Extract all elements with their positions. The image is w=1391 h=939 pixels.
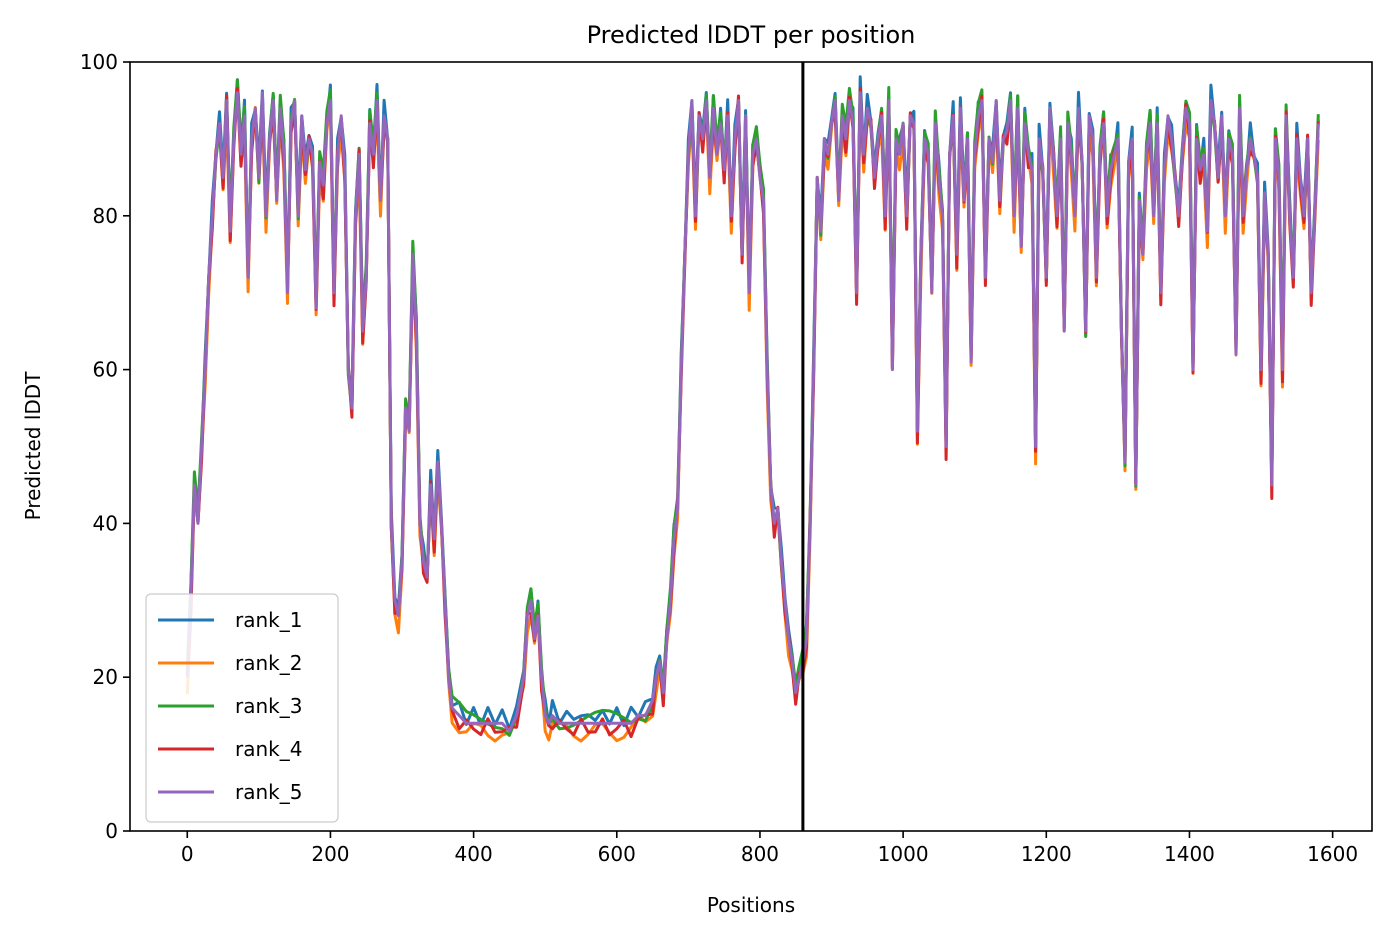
y-axis-title: Predicted lDDT bbox=[21, 371, 45, 521]
y-tick-label: 0 bbox=[105, 819, 118, 843]
y-tick-label: 20 bbox=[93, 665, 118, 689]
legend-label-rank_5: rank_5 bbox=[235, 780, 302, 804]
legend-box bbox=[145, 593, 339, 823]
x-tick-label: 1400 bbox=[1164, 842, 1215, 866]
plot-frame bbox=[129, 61, 1373, 832]
y-tick-label: 60 bbox=[93, 358, 118, 382]
x-tick-label: 800 bbox=[741, 842, 779, 866]
legend-label-rank_4: rank_4 bbox=[235, 737, 302, 761]
axes: 0 200 400 600 800 1000 1200 1400 1600 0 20 40 60 80 10… bbox=[80, 50, 1373, 866]
y-tick-label: 100 bbox=[80, 50, 118, 74]
legend-label-rank_2: rank_2 bbox=[235, 651, 302, 675]
x-tick-label: 1200 bbox=[1021, 842, 1072, 866]
y-tick-label: 80 bbox=[93, 204, 118, 228]
x-tick-label: 200 bbox=[311, 842, 349, 866]
x-tick-label: 400 bbox=[455, 842, 493, 866]
legend-label-rank_3: rank_3 bbox=[235, 694, 302, 718]
series-line-rank_5 bbox=[185, 91, 1320, 733]
x-tick-label: 600 bbox=[598, 842, 636, 866]
x-tick-label: 1000 bbox=[878, 842, 929, 866]
legend-label-rank_1: rank_1 bbox=[235, 608, 302, 632]
y-tick-label: 40 bbox=[93, 511, 118, 535]
x-tick-label: 1600 bbox=[1307, 842, 1358, 866]
legend: rank_1 rank_2 rank_3 rank_4 rank_5 bbox=[145, 593, 339, 823]
series-lines bbox=[185, 75, 1320, 743]
chart-title: Predicted lDDT per position bbox=[587, 21, 916, 49]
x-tick-label: 0 bbox=[181, 842, 194, 866]
x-axis-title: Positions bbox=[707, 893, 795, 917]
